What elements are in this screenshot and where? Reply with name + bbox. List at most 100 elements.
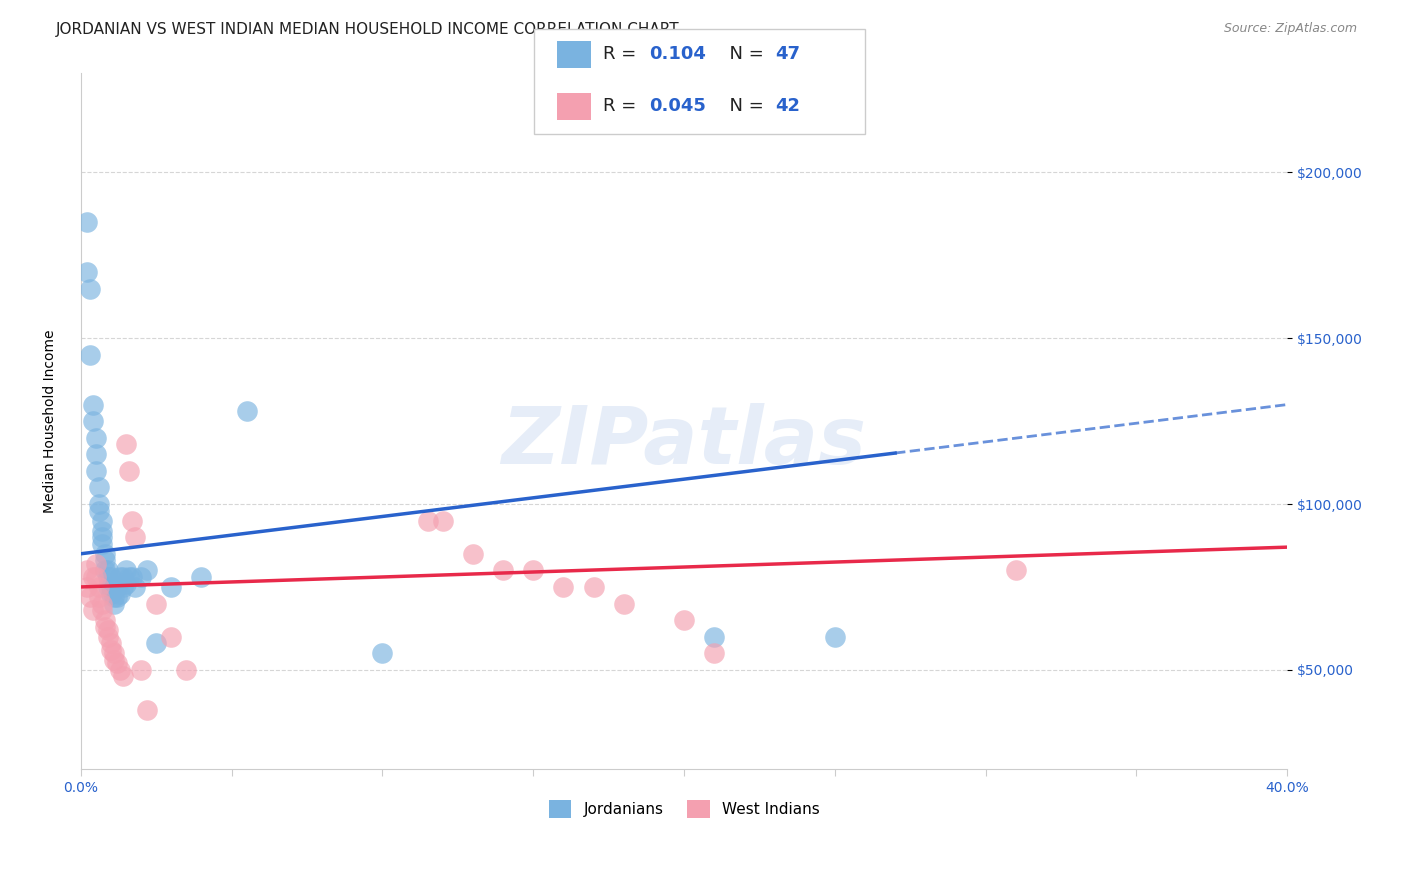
Point xyxy=(461,547,484,561)
Point xyxy=(100,636,122,650)
Point xyxy=(103,653,125,667)
Point xyxy=(76,265,98,279)
Y-axis label: Median Household Income: Median Household Income xyxy=(44,329,58,513)
Point xyxy=(103,590,125,604)
Point xyxy=(108,586,131,600)
Point xyxy=(105,656,128,670)
Point xyxy=(97,580,120,594)
Point xyxy=(105,590,128,604)
Point xyxy=(97,623,120,637)
Point xyxy=(87,503,110,517)
Point xyxy=(672,613,695,627)
Text: JORDANIAN VS WEST INDIAN MEDIAN HOUSEHOLD INCOME CORRELATION CHART: JORDANIAN VS WEST INDIAN MEDIAN HOUSEHOL… xyxy=(56,22,681,37)
Point xyxy=(94,553,117,567)
Point xyxy=(124,530,146,544)
Text: ZIPatlas: ZIPatlas xyxy=(502,403,866,481)
Point xyxy=(703,630,725,644)
Legend: Jordanians, West Indians: Jordanians, West Indians xyxy=(543,794,825,824)
Point xyxy=(118,464,141,478)
Point xyxy=(111,580,134,594)
Point xyxy=(76,563,98,577)
Point xyxy=(79,590,101,604)
Point xyxy=(94,563,117,577)
Point xyxy=(190,570,212,584)
Point xyxy=(129,663,152,677)
Text: N =: N = xyxy=(718,97,770,115)
Point xyxy=(553,580,575,594)
Point xyxy=(97,563,120,577)
Point xyxy=(97,570,120,584)
Point xyxy=(103,646,125,660)
Point xyxy=(432,514,454,528)
Point xyxy=(108,663,131,677)
Point xyxy=(79,281,101,295)
Point xyxy=(90,524,112,538)
Point xyxy=(97,630,120,644)
Point xyxy=(416,514,439,528)
Point xyxy=(90,597,112,611)
Point xyxy=(84,464,107,478)
Point xyxy=(115,563,138,577)
Point xyxy=(108,570,131,584)
Text: N =: N = xyxy=(718,45,770,63)
Point xyxy=(160,580,183,594)
Point xyxy=(82,570,104,584)
Point xyxy=(84,570,107,584)
Point xyxy=(87,580,110,594)
Point xyxy=(82,398,104,412)
Point xyxy=(111,669,134,683)
Point xyxy=(94,547,117,561)
Text: Source: ZipAtlas.com: Source: ZipAtlas.com xyxy=(1223,22,1357,36)
Point xyxy=(176,663,198,677)
Point xyxy=(94,613,117,627)
Point xyxy=(79,348,101,362)
Point xyxy=(703,646,725,660)
Point xyxy=(87,497,110,511)
Point xyxy=(136,703,159,717)
Point xyxy=(522,563,544,577)
Point xyxy=(100,580,122,594)
Point xyxy=(121,570,143,584)
Point xyxy=(103,597,125,611)
Point xyxy=(582,580,605,594)
Point xyxy=(90,514,112,528)
Point xyxy=(136,563,159,577)
Point xyxy=(87,590,110,604)
Text: R =: R = xyxy=(603,97,643,115)
Point xyxy=(90,530,112,544)
Point xyxy=(84,431,107,445)
Point xyxy=(160,630,183,644)
Point xyxy=(84,557,107,571)
Point xyxy=(145,636,167,650)
Point xyxy=(235,404,257,418)
Point xyxy=(100,586,122,600)
Point xyxy=(90,603,112,617)
Text: 0.104: 0.104 xyxy=(650,45,706,63)
Point xyxy=(87,480,110,494)
Point xyxy=(115,437,138,451)
Point xyxy=(100,570,122,584)
Point xyxy=(111,570,134,584)
Point xyxy=(613,597,636,611)
Point xyxy=(82,603,104,617)
Point xyxy=(105,580,128,594)
Point xyxy=(492,563,515,577)
Point xyxy=(100,643,122,657)
Point xyxy=(84,447,107,461)
Point xyxy=(118,570,141,584)
Point xyxy=(76,215,98,229)
Point xyxy=(124,580,146,594)
Point xyxy=(82,414,104,428)
Point xyxy=(371,646,394,660)
Point xyxy=(94,620,117,634)
Text: 42: 42 xyxy=(775,97,800,115)
Point xyxy=(824,630,846,644)
Point xyxy=(129,570,152,584)
Point xyxy=(76,580,98,594)
Point xyxy=(115,576,138,591)
Text: R =: R = xyxy=(603,45,643,63)
Point xyxy=(121,514,143,528)
Point xyxy=(1004,563,1026,577)
Text: 0.045: 0.045 xyxy=(650,97,706,115)
Point xyxy=(145,597,167,611)
